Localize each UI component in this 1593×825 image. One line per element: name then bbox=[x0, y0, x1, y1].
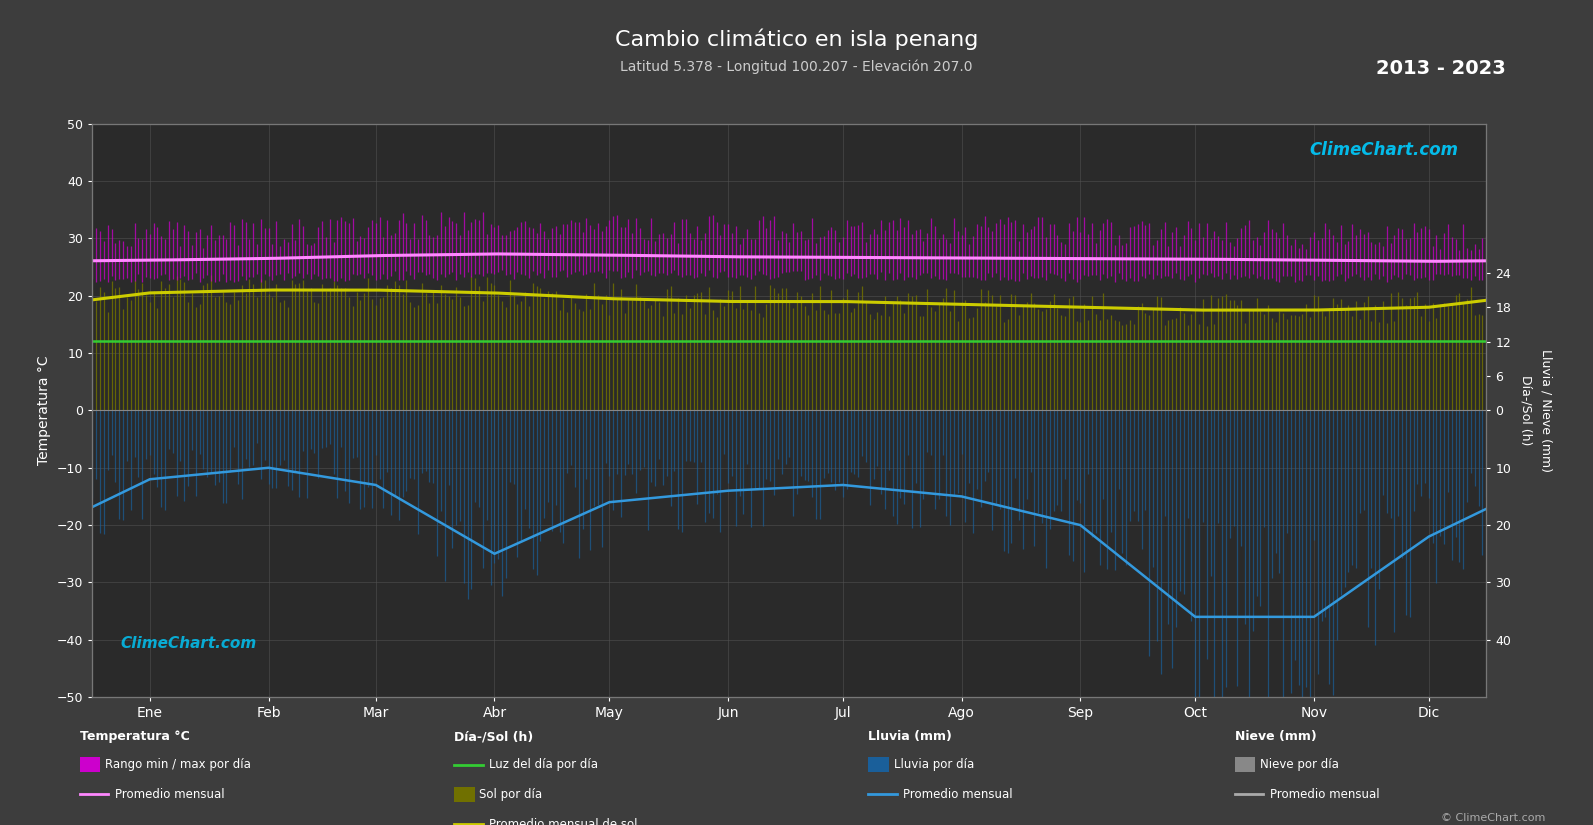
Text: Día-/Sol (h): Día-/Sol (h) bbox=[454, 730, 534, 743]
Text: ClimeChart.com: ClimeChart.com bbox=[1309, 141, 1459, 159]
Y-axis label: Lluvia / Nieve (mm): Lluvia / Nieve (mm) bbox=[1540, 349, 1553, 472]
Text: Cambio climático en isla penang: Cambio climático en isla penang bbox=[615, 29, 978, 50]
Text: Lluvia por día: Lluvia por día bbox=[894, 758, 973, 771]
Text: Promedio mensual: Promedio mensual bbox=[1270, 788, 1380, 801]
Text: ClimeChart.com: ClimeChart.com bbox=[121, 636, 256, 651]
Y-axis label: Temperatura °C: Temperatura °C bbox=[37, 356, 51, 465]
Text: Temperatura °C: Temperatura °C bbox=[80, 730, 190, 743]
Text: Lluvia (mm): Lluvia (mm) bbox=[868, 730, 953, 743]
Text: Luz del día por día: Luz del día por día bbox=[489, 758, 597, 771]
Text: 2013 - 2023: 2013 - 2023 bbox=[1376, 59, 1505, 78]
Text: © ClimeChart.com: © ClimeChart.com bbox=[1440, 813, 1545, 823]
Text: Rango min / max por día: Rango min / max por día bbox=[105, 758, 252, 771]
Y-axis label: Día-/Sol (h): Día-/Sol (h) bbox=[1520, 375, 1532, 446]
Text: Promedio mensual: Promedio mensual bbox=[903, 788, 1013, 801]
Text: Promedio mensual: Promedio mensual bbox=[115, 788, 225, 801]
Text: Promedio mensual de sol: Promedio mensual de sol bbox=[489, 818, 637, 825]
Text: Nieve (mm): Nieve (mm) bbox=[1235, 730, 1316, 743]
Text: Nieve por día: Nieve por día bbox=[1260, 758, 1340, 771]
Text: Sol por día: Sol por día bbox=[479, 788, 543, 801]
Text: Latitud 5.378 - Longitud 100.207 - Elevación 207.0: Latitud 5.378 - Longitud 100.207 - Eleva… bbox=[620, 59, 973, 74]
